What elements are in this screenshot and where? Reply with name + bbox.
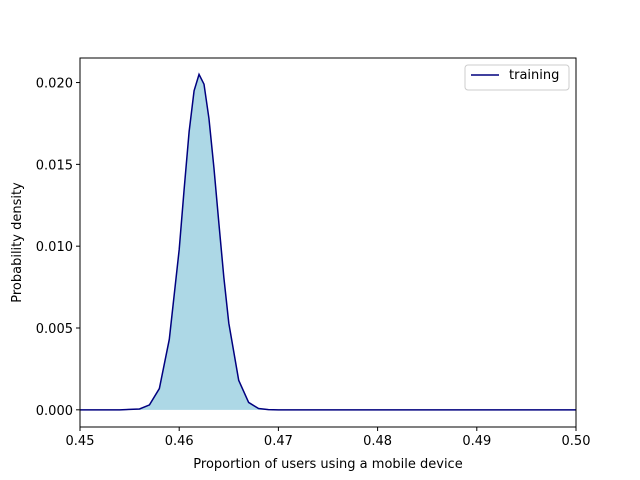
- x-tick-label: 0.48: [363, 434, 392, 449]
- y-axis-label: Probability density: [10, 182, 25, 303]
- density-line: [80, 72, 576, 411]
- y-tick-label: 0.015: [36, 158, 73, 173]
- y-tick-label: 0.000: [36, 404, 73, 419]
- legend-box: [464, 64, 570, 91]
- density-area-fill: [80, 74, 576, 410]
- y-tick-label: 0.005: [36, 322, 73, 337]
- x-tick-label: 0.49: [462, 434, 491, 449]
- x-axis: 0.45 0.46 0.47 0.48 0.49 0.50: [66, 427, 591, 449]
- axes-frame: [79, 57, 577, 428]
- x-tick-label: 0.46: [165, 434, 194, 449]
- x-tick-label: 0.45: [66, 434, 95, 449]
- x-axis-label: Proportion of users using a mobile devic…: [193, 457, 462, 472]
- y-tick-label: 0.010: [36, 240, 73, 255]
- plot-area: [80, 72, 576, 411]
- y-axis: 0.000 0.005 0.010 0.015 0.020: [36, 77, 80, 419]
- y-tick-label: 0.020: [36, 77, 73, 92]
- legend: training: [464, 64, 570, 91]
- x-tick-label: 0.50: [562, 434, 591, 449]
- legend-label-training: training: [509, 68, 559, 83]
- x-tick-label: 0.47: [264, 434, 293, 449]
